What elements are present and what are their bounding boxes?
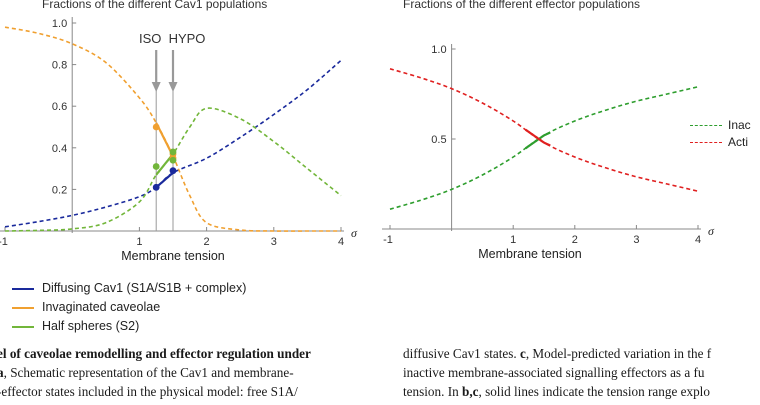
x-tick-label: 2 <box>204 236 210 248</box>
legend-item-inactive: Inac <box>690 117 751 134</box>
y-tick-label: 0.5 <box>431 134 446 146</box>
x-axis-symbol: σ <box>351 226 358 240</box>
effector-fractions-chart: -1 1 2 3 4 0.5 1.0 σ Membrane tension <box>382 44 715 261</box>
cav1-fractions-chart: -1 1 2 3 4 0.2 0.4 0.6 0.8 1.0 σ Membrane tension IS… <box>0 17 358 263</box>
legend-swatch <box>690 142 722 143</box>
vline-arrowhead <box>168 82 178 92</box>
caption-panel-letter: b,c <box>461 384 479 399</box>
effector-legend: Inac Acti <box>690 117 751 151</box>
legend-item-half-spheres: Half spheres (S2) <box>12 317 246 336</box>
data-point <box>169 148 177 156</box>
x-tick-label: 4 <box>338 236 344 248</box>
data-point <box>152 163 160 170</box>
caption-text: diffusive Cav1 states. <box>403 346 520 361</box>
y-tick-label: 0.2 <box>52 184 67 196</box>
caption-text: , Schematic representation of the Cav1 a… <box>3 365 294 380</box>
vline-label-iso: ISO <box>139 31 161 46</box>
y-tick-label: 1.0 <box>431 44 446 56</box>
series-solid-segment <box>524 131 551 150</box>
legend-item-diffusing: Diffusing Cav1 (S1A/S1B + complex) <box>12 279 246 298</box>
x-axis-symbol: σ <box>708 224 715 238</box>
caption-bold-text: el of caveolae remodelling and effector … <box>0 346 311 361</box>
x-tick-label: 2 <box>572 234 578 246</box>
figure-caption-left: el of caveolae remodelling and effector … <box>0 344 377 401</box>
caption-text: -effector states included in the physica… <box>0 384 298 399</box>
caption-text: inactive membrane-associated signalling … <box>403 365 705 380</box>
legend-item-invaginated: Invaginated caveolae <box>12 298 246 317</box>
x-tick-label: 1 <box>510 234 516 246</box>
figure-caption-right: diffusive Cav1 states. c, Model-predicte… <box>403 344 760 401</box>
x-tick-label: 3 <box>633 234 639 246</box>
data-point <box>152 183 160 191</box>
y-tick-label: 1.0 <box>52 18 67 30</box>
caption-text: , solid lines indicate the tension range… <box>478 384 710 399</box>
y-tick-label: 0.6 <box>52 101 67 113</box>
y-tick-label: 0.4 <box>52 143 67 155</box>
vline-label-hypo: HYPO <box>169 31 206 46</box>
x-tick-label: 3 <box>271 236 277 248</box>
legend-swatch <box>12 306 34 309</box>
series-line <box>4 59 342 228</box>
series-line <box>389 68 699 192</box>
caption-text: tension. In <box>403 384 462 399</box>
x-tick-label: 4 <box>695 234 701 246</box>
legend-label: Invaginated caveolae <box>42 300 161 314</box>
series-line <box>389 86 699 210</box>
caption-panel-letter: c <box>519 346 526 361</box>
x-tick-label: -1 <box>383 234 393 246</box>
x-tick-label: -1 <box>0 236 8 248</box>
x-axis-title: Membrane tension <box>478 247 582 261</box>
series-solid-segment <box>524 128 551 147</box>
data-point <box>169 156 177 164</box>
x-axis-title: Membrane tension <box>121 249 225 263</box>
series-solid-segment <box>155 172 174 189</box>
data-point <box>152 123 160 131</box>
y-tick-label: 0.8 <box>52 60 67 72</box>
legend-label: Diffusing Cav1 (S1A/S1B + complex) <box>42 281 247 295</box>
cav1-legend: Diffusing Cav1 (S1A/S1B + complex) Invag… <box>12 279 246 336</box>
legend-label: Acti <box>728 135 749 149</box>
panel-b-title: Fractions of the different Cav1 populati… <box>42 0 268 11</box>
data-point <box>169 167 177 175</box>
panel-c-title: Fractions of the different effector popu… <box>403 0 641 11</box>
vline-arrowhead <box>151 82 161 92</box>
legend-label: Inac <box>728 118 751 132</box>
caption-panel-letter: a <box>0 365 4 380</box>
legend-item-active: Acti <box>690 134 751 151</box>
x-tick-label: 1 <box>136 236 142 248</box>
legend-label: Half spheres (S2) <box>42 319 140 333</box>
legend-swatch <box>12 287 34 290</box>
legend-swatch <box>12 325 34 328</box>
legend-swatch <box>690 125 722 126</box>
caption-text: , Model-predicted variation in the f <box>525 346 712 361</box>
